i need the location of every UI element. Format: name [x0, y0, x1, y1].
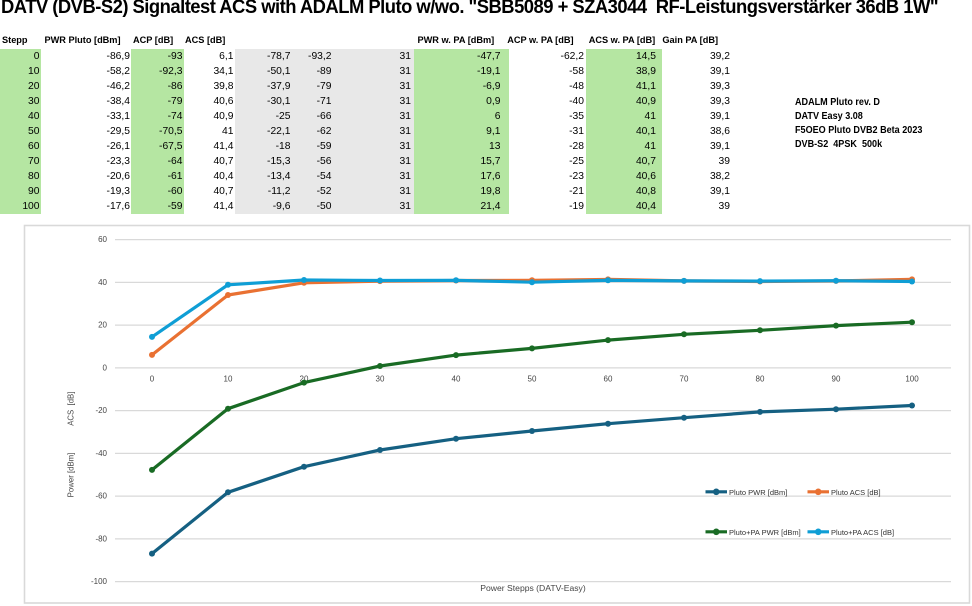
- svg-text:-40: -40: [95, 449, 107, 458]
- svg-text:90: 90: [832, 375, 841, 384]
- svg-text:10: 10: [224, 375, 233, 384]
- svg-text:Pluto+PA PWR [dBm]: Pluto+PA PWR [dBm]: [729, 528, 801, 537]
- svg-text:60: 60: [604, 375, 613, 384]
- svg-text:20: 20: [98, 321, 107, 330]
- svg-text:40: 40: [452, 375, 461, 384]
- svg-text:-80: -80: [95, 535, 107, 544]
- svg-text:-20: -20: [95, 406, 107, 415]
- svg-text:Power [dBm]: Power [dBm]: [67, 453, 76, 498]
- svg-text:0: 0: [103, 364, 108, 373]
- svg-text:Pluto ACS [dB]: Pluto ACS [dB]: [831, 488, 881, 497]
- svg-text:Pluto+PA ACS [dB]: Pluto+PA ACS [dB]: [831, 528, 894, 537]
- svg-text:-100: -100: [91, 577, 108, 586]
- svg-text:20: 20: [300, 375, 309, 384]
- svg-text:60: 60: [98, 235, 107, 244]
- svg-text:30: 30: [376, 375, 385, 384]
- svg-text:100: 100: [905, 375, 919, 384]
- svg-text:50: 50: [528, 375, 537, 384]
- svg-text:70: 70: [680, 375, 689, 384]
- svg-text:0: 0: [150, 375, 155, 384]
- svg-text:Pluto PWR [dBm]: Pluto PWR [dBm]: [729, 488, 787, 497]
- svg-text:80: 80: [756, 375, 765, 384]
- svg-text:Power Stepps (DATV-Easy): Power Stepps (DATV-Easy): [480, 583, 586, 593]
- svg-text:ACS [dB]: ACS [dB]: [67, 392, 76, 426]
- svg-text:-60: -60: [95, 492, 107, 501]
- svg-text:40: 40: [98, 278, 107, 287]
